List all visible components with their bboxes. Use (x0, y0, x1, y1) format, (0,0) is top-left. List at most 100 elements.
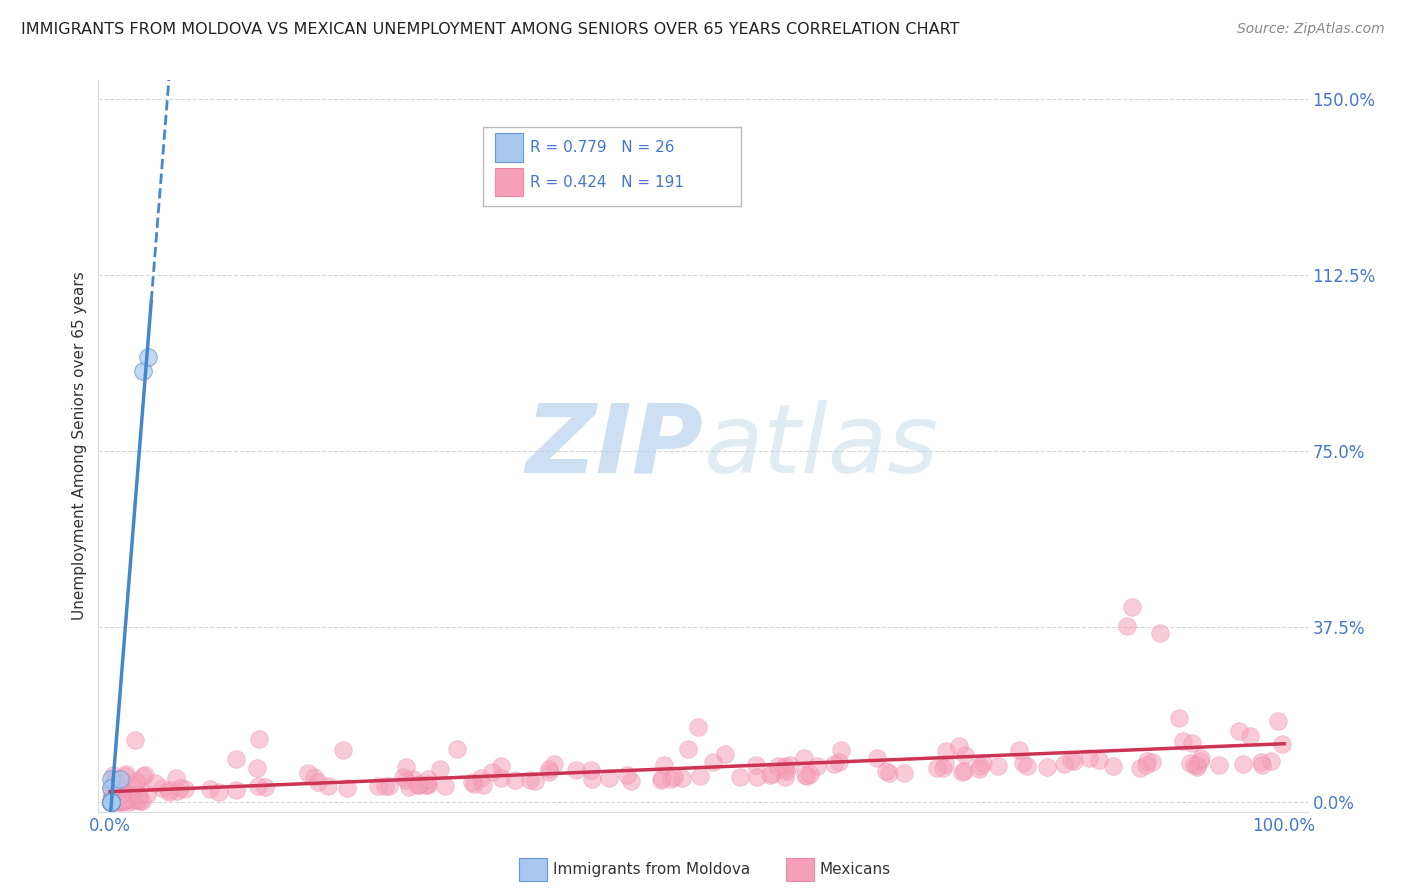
Point (761, 767, 783, 781)
Point (772, 762, 794, 776)
Point (124, 733, 146, 747)
Point (519, 773, 541, 788)
Point (100, 795, 122, 809)
Point (1271, 737, 1294, 751)
Point (107, 794, 129, 808)
Point (302, 771, 325, 785)
Point (948, 739, 970, 754)
Point (111, 795, 134, 809)
Point (481, 764, 503, 779)
Point (198, 782, 221, 797)
Point (247, 731, 270, 746)
Point (406, 778, 429, 792)
Point (108, 784, 131, 798)
Point (100, 795, 122, 809)
Point (111, 792, 134, 806)
Point (876, 764, 898, 779)
Text: Immigrants from Moldova: Immigrants from Moldova (553, 863, 749, 877)
Point (100, 795, 122, 809)
Text: IMMIGRANTS FROM MOLDOVA VS MEXICAN UNEMPLOYMENT AMONG SENIORS OVER 65 YEARS CORR: IMMIGRANTS FROM MOLDOVA VS MEXICAN UNEMP… (21, 22, 959, 37)
Text: Mexicans: Mexicans (820, 863, 891, 877)
Point (110, 777, 132, 791)
Point (793, 751, 815, 765)
Point (100, 795, 122, 809)
Point (1035, 759, 1057, 773)
Point (165, 771, 187, 785)
Point (1088, 753, 1111, 767)
Point (524, 774, 547, 789)
Point (104, 772, 127, 786)
Point (118, 790, 141, 805)
Point (950, 765, 973, 780)
Point (413, 779, 436, 793)
Point (377, 780, 399, 794)
Point (118, 795, 141, 809)
Point (125, 774, 148, 789)
Point (620, 774, 643, 789)
Point (1251, 757, 1274, 772)
Point (100, 795, 122, 809)
Point (1189, 754, 1212, 768)
Point (828, 756, 851, 770)
Point (105, 791, 128, 805)
Point (297, 765, 319, 780)
Point (1135, 758, 1157, 772)
Point (581, 772, 603, 786)
Point (374, 780, 396, 794)
Point (461, 775, 484, 789)
Point (1173, 734, 1195, 748)
Point (651, 771, 673, 785)
Point (702, 755, 724, 769)
Point (662, 770, 685, 784)
Point (686, 720, 709, 734)
Point (538, 765, 561, 780)
Point (935, 744, 957, 758)
Point (1140, 755, 1163, 769)
Point (367, 779, 389, 793)
Point (100, 795, 122, 809)
Point (1267, 714, 1289, 729)
Point (124, 791, 146, 805)
Point (1063, 754, 1085, 768)
Point (969, 759, 991, 773)
Point (169, 781, 191, 796)
Point (111, 783, 134, 797)
Point (336, 780, 359, 795)
Point (104, 773, 127, 788)
Point (773, 758, 796, 772)
Point (934, 756, 956, 771)
Point (967, 762, 990, 776)
Point (1149, 626, 1171, 640)
Point (225, 783, 247, 797)
Point (463, 777, 485, 791)
Point (100, 795, 122, 809)
Point (114, 791, 136, 805)
Point (100, 795, 122, 809)
Point (104, 772, 127, 787)
Point (112, 792, 135, 806)
Point (505, 772, 527, 787)
Point (100, 795, 122, 809)
Text: R = 0.424   N = 191: R = 0.424 N = 191 (530, 175, 685, 190)
Point (398, 780, 420, 795)
Point (1181, 736, 1204, 750)
Point (1167, 711, 1189, 725)
Point (125, 793, 148, 807)
Point (1189, 751, 1212, 765)
Point (678, 742, 700, 756)
Point (408, 777, 430, 791)
Point (105, 795, 128, 809)
Point (395, 760, 418, 774)
Point (101, 789, 124, 803)
Point (652, 757, 675, 772)
Point (127, 788, 149, 802)
Point (659, 772, 682, 786)
Point (879, 765, 901, 780)
Point (953, 748, 976, 763)
Point (766, 759, 789, 773)
Point (101, 780, 124, 794)
Text: ZIP: ZIP (524, 400, 703, 492)
Point (136, 350, 159, 364)
Point (128, 789, 150, 804)
Text: R = 0.779   N = 26: R = 0.779 N = 26 (530, 140, 675, 155)
